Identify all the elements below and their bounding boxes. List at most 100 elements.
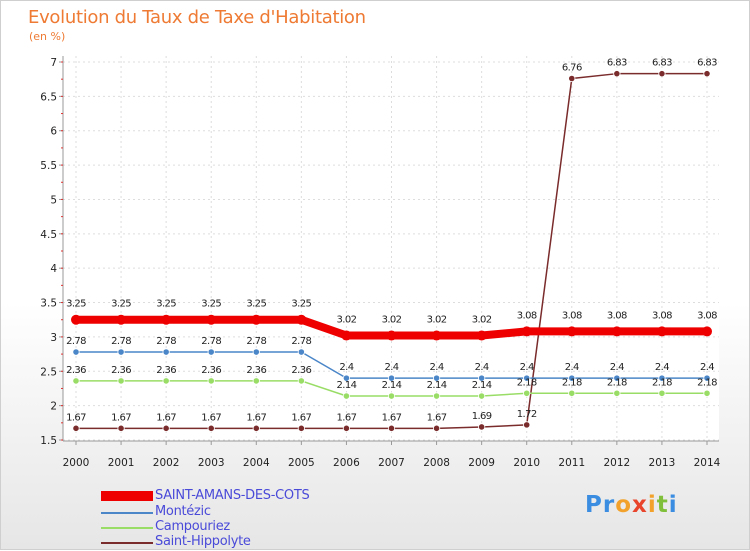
series-2-data-label: 2.36 [66,365,86,376]
series-0-data-label: 3.25 [111,299,131,310]
series-3-data-label: 1.69 [472,411,492,422]
series-1-data-label: 2.78 [111,336,131,347]
series-3-data-label: 1.67 [291,412,311,423]
logo-letter: x [632,492,648,518]
series-3-point [523,421,531,429]
x-tick-label: 2013 [649,457,676,469]
x-tick-label: 2010 [513,457,540,469]
series-1-point [342,374,351,382]
series-0-data-label: 3.08 [562,310,582,321]
series-1-point [297,348,305,356]
legend-item: Montézic [101,504,401,520]
y-tick-label: 6 [50,126,57,138]
y-tick-label: 5 [50,194,57,206]
series-2-data-label: 2.36 [291,365,311,376]
series-0-point [296,314,307,325]
series-2-data-label: 2.18 [517,377,537,388]
series-1-data-label: 2.4 [430,362,444,373]
series-0-data-label: 3.02 [427,315,447,326]
series-1-point [72,348,80,356]
legend-label: Saint-Hippolyte [155,534,251,549]
series-1-data-label: 2.4 [339,362,353,373]
series-3-data-label: 6.83 [652,58,672,69]
series-0-data-label: 3.25 [201,299,221,310]
series-0-point [386,330,397,341]
series-1-point [658,374,666,382]
series-0-point [431,330,442,341]
series-3-point [478,423,486,431]
series-1-point [703,374,711,382]
y-tick-label: 7 [50,57,57,69]
series-1-data-label: 2.4 [475,362,489,373]
series-3-point [207,424,215,432]
series-0-data-label: 3.08 [652,310,672,321]
series-3-point [658,70,666,78]
x-tick-label: 2006 [333,457,360,469]
y-tick-label: 5.5 [40,160,57,172]
series-3-point [297,424,305,432]
series-3-point [117,424,125,432]
series-2-data-label: 2.18 [607,377,627,388]
series-3-point [432,424,441,432]
series-2-data-label: 2.14 [427,380,447,391]
series-3-data-label: 1.67 [246,412,266,423]
series-3-point [568,74,576,83]
chart-title: Evolution du Taux de Taxe d'Habitation [28,7,366,28]
series-3-data-label: 1.67 [336,412,356,423]
series-1-data-label: 2.4 [565,362,579,373]
series-0-point [521,326,532,337]
series-3-data-label: 1.67 [427,412,447,423]
series-3-data-label: 1.67 [382,412,402,423]
series-1-point [162,348,170,356]
series-2-point [207,377,215,385]
x-tick-label: 2008 [423,457,450,469]
logo-letter: r [602,492,616,518]
series-1-point [568,374,576,382]
series-3-data-label: 6.83 [697,58,717,69]
x-tick-label: 2011 [558,457,585,469]
y-tick-label: 4 [50,263,57,275]
series-0-point [161,314,172,325]
series-1-data-label: 2.4 [520,362,534,373]
x-tick-label: 2002 [153,457,180,469]
series-3-point [342,424,351,432]
series-1-point [117,348,125,356]
series-2-point [342,392,351,400]
series-0-data-label: 3.25 [291,299,311,310]
y-tick-label: 6.5 [40,91,57,103]
series-3-point [72,424,80,432]
data-label-layer: 3.25 3.25 3.25 3.25 3.25 3.25 3.02 3.02 3.02 3.02… [66,58,718,424]
series-3-data-label: 6.83 [607,58,627,69]
legend-swatch [101,527,153,529]
series-1-point [432,374,441,382]
logo-letter: P [585,492,603,518]
series-0-data-label: 3.25 [156,299,176,310]
series-2-point [432,392,441,400]
series-3-data-label: 1.67 [156,412,176,423]
series-3-data-label: 1.67 [201,412,221,423]
series-0-point [116,314,127,325]
legend-item: SAINT-AMANS-DES-COTS [101,488,401,504]
x-tick-label: 2004 [243,457,270,469]
series-3-point [703,70,711,78]
series-2-point [658,389,666,397]
proxiti-logo: Proxiti [585,492,678,518]
logo-letter: o [615,492,633,518]
series-0-point [341,330,352,341]
x-tick-label: 2000 [63,457,90,469]
series-1-data-label: 2.4 [384,362,398,373]
series-2-point [523,389,531,397]
series-0-point [476,330,487,341]
series-1-point [613,374,621,382]
series-0-point [611,326,622,337]
y-tick-label: 1.5 [40,435,57,447]
series-1-data-label: 2.78 [66,336,86,347]
axis-layer: 1.5 2 2.5 3 3.5 4 4.5 5 5.5 6 6.5 7 2000 2001 2002 2003… [40,56,721,469]
series-0-point [702,326,712,337]
series-2-data-label: 2.18 [652,377,672,388]
series-0-data-label: 3.08 [517,310,537,321]
series-0-point [656,326,667,337]
series-0-data-label: 3.02 [382,315,402,326]
